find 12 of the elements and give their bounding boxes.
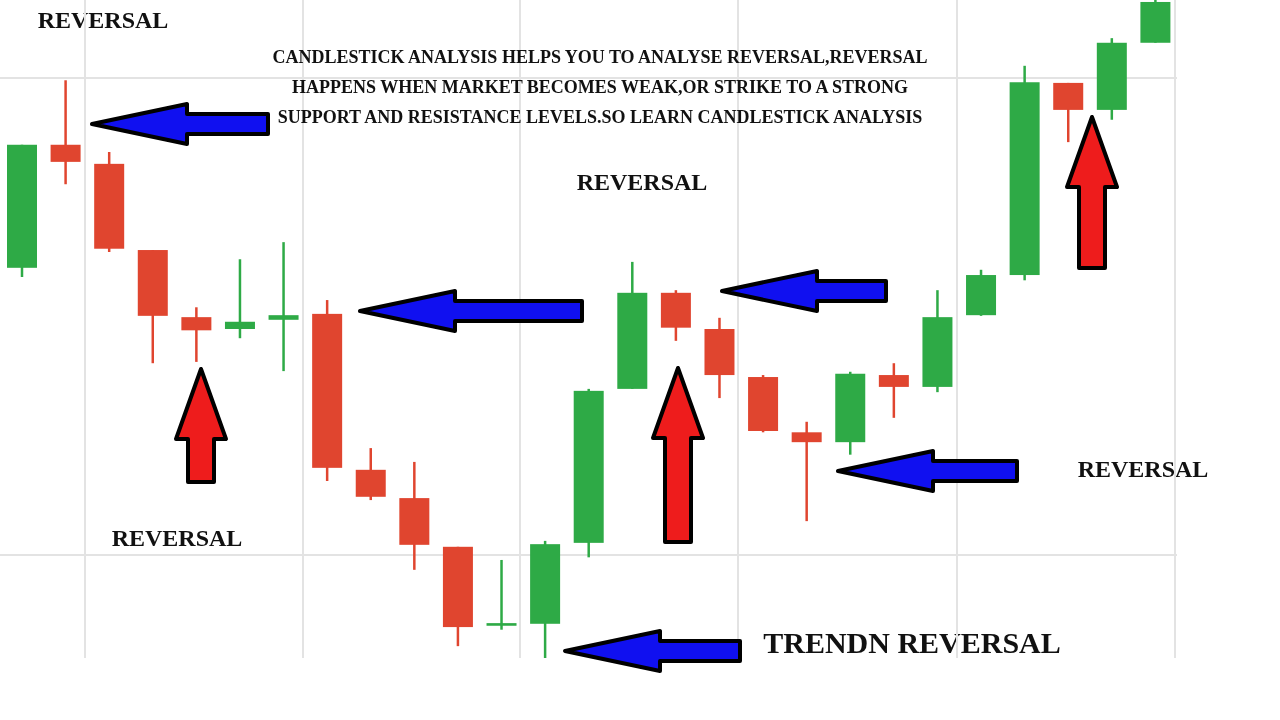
annotation: REVERSAL [576, 168, 708, 196]
candlestick [878, 361, 909, 420]
annotation: REVERSAL [111, 524, 243, 552]
text: CANDLESTICK ANALYSIS HELPS YOU TO ANALYSE REVERSAL,REVERSAL HAPPENS WHEN MARKET BECOMES WEAK,OR STRIKE TO A STRONG SUPPORT AND RESISTANCE LEVELS.SO LEARN CANDLESTICK ANALYSIS [271, 46, 929, 129]
candlestick [224, 258, 255, 340]
annotation: REVERSAL [1077, 455, 1209, 483]
candlestick [268, 240, 299, 373]
annotation: REVERSAL [37, 6, 169, 34]
candlestick [486, 558, 517, 631]
candlestick [181, 306, 212, 364]
candlestick [791, 420, 822, 523]
annotation: TRENDN REVERSAL [763, 626, 1061, 660]
